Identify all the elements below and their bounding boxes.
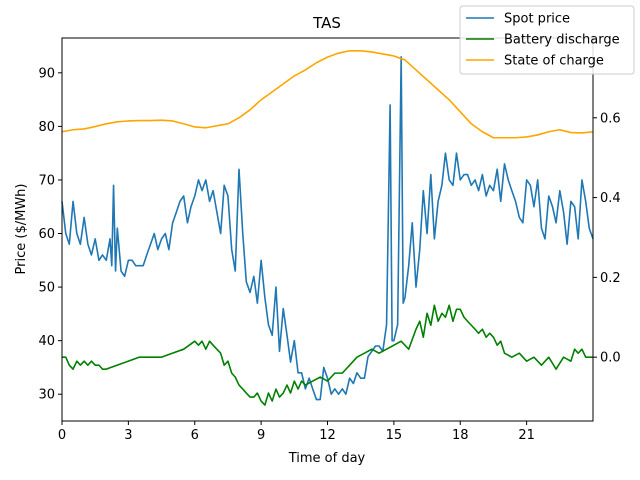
x-tick-label: 9: [257, 428, 265, 443]
y-left-tick-label: 40: [38, 334, 55, 349]
x-tick-label: 3: [124, 428, 132, 443]
legend-frame: [459, 5, 635, 75]
series-layer: [61, 49, 594, 406]
series-line-spot-price: [61, 55, 594, 401]
y-left-tick-label: 50: [38, 281, 55, 296]
y-right-tick-label: 0.4: [600, 191, 621, 206]
legend-label-state-of-charge: State of charge: [504, 54, 604, 69]
plot-area: [62, 38, 593, 421]
y-right-tick-label: 0.2: [600, 271, 621, 286]
y-axis-label: Price ($/MWh): [14, 184, 29, 275]
x-tick-label: 21: [518, 428, 535, 443]
y-left-tick-label: 70: [38, 173, 55, 188]
y-right-tick-label: 0.6: [600, 111, 621, 126]
series-line-state-of-charge: [61, 49, 594, 139]
y-right-tick-label: 0.0: [600, 351, 621, 366]
x-tick-label: 12: [319, 428, 336, 443]
series-line-battery-discharge: [62, 304, 593, 406]
y-left-tick-label: 80: [38, 120, 55, 135]
x-tick-label: 15: [386, 428, 403, 443]
x-tick-label: 0: [58, 428, 66, 443]
legend-label-battery-discharge: Battery discharge: [504, 33, 620, 48]
x-tick-label: 6: [191, 428, 199, 443]
legend-label-spot-price: Spot price: [504, 12, 570, 27]
y-left-tick-label: 30: [38, 388, 55, 403]
y-axis-right: 0.0 0.2 0.4 0.6: [593, 111, 621, 366]
x-tick-label: 18: [452, 428, 469, 443]
y-left-tick-label: 90: [38, 66, 55, 81]
y-axis-left: 30 40 50 60 70 80 90: [38, 66, 62, 403]
legend: Spot price Battery discharge State of char…: [459, 5, 635, 75]
x-axis: 0 3 6 9 12 15 18 21: [58, 421, 535, 443]
y-left-tick-label: 60: [38, 227, 55, 242]
x-axis-label: Time of day: [288, 451, 366, 466]
chart-title: TAS: [312, 14, 341, 32]
